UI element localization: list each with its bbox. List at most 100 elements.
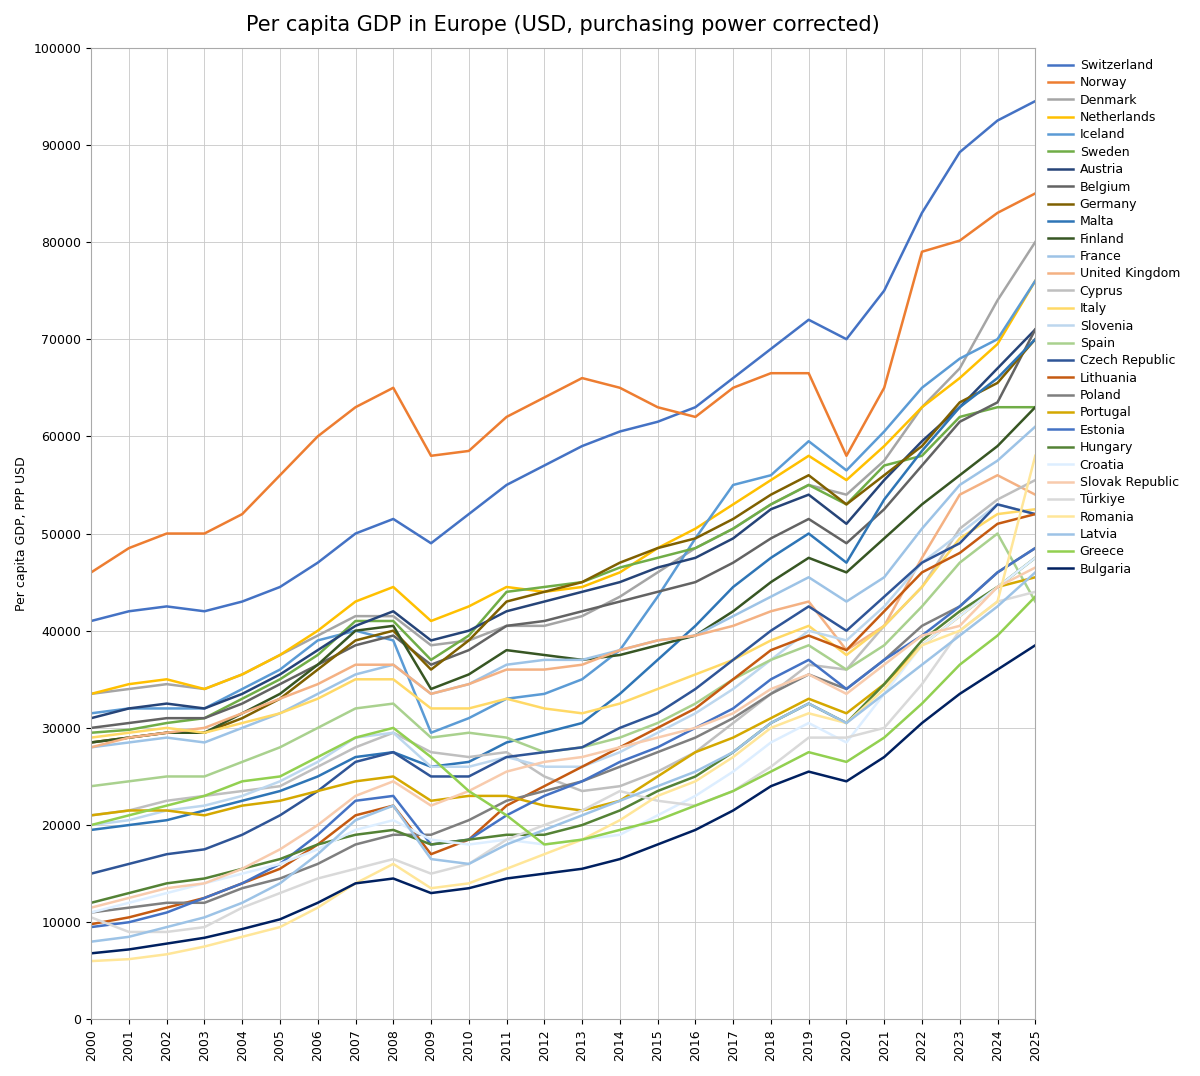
Greece xyxy=(84,819,98,832)
Iceland xyxy=(386,634,401,647)
Spain xyxy=(499,732,514,745)
Italy xyxy=(1028,502,1043,515)
Portugal xyxy=(272,794,287,807)
Line: Hungary: Hungary xyxy=(91,557,1036,903)
Belgium xyxy=(575,605,589,618)
Belgium xyxy=(538,614,552,627)
Finland xyxy=(1028,400,1043,413)
Spain xyxy=(424,732,438,745)
Switzerland xyxy=(84,614,98,627)
Spain xyxy=(914,600,929,613)
Croatia xyxy=(650,809,665,822)
France xyxy=(311,688,325,700)
Sweden xyxy=(462,629,476,642)
Slovak Republic xyxy=(613,741,628,754)
Croatia xyxy=(1028,551,1043,564)
Estonia xyxy=(1028,541,1043,554)
Sweden xyxy=(538,581,552,594)
Cyprus xyxy=(650,765,665,778)
Hungary xyxy=(1028,551,1043,564)
Malta xyxy=(575,717,589,730)
Malta xyxy=(914,444,929,457)
Latvia xyxy=(424,852,438,865)
Malta xyxy=(650,653,665,666)
Poland xyxy=(348,838,362,851)
Türkiye xyxy=(763,761,778,774)
Poland xyxy=(311,858,325,870)
Bulgaria xyxy=(160,937,174,950)
Finland xyxy=(235,707,250,720)
Cyprus xyxy=(311,761,325,774)
Malta xyxy=(84,823,98,836)
Portugal xyxy=(688,746,702,759)
Finland xyxy=(688,629,702,642)
Croatia xyxy=(160,887,174,900)
Hungary xyxy=(84,896,98,909)
Croatia xyxy=(386,813,401,826)
Iceland xyxy=(311,634,325,647)
Cyprus xyxy=(914,581,929,594)
Italy xyxy=(613,697,628,710)
Switzerland xyxy=(953,145,967,158)
Austria xyxy=(160,697,174,710)
Estonia xyxy=(386,790,401,803)
Bulgaria xyxy=(272,912,287,925)
Spain xyxy=(726,672,740,685)
Croatia xyxy=(424,833,438,846)
Sweden xyxy=(1028,400,1043,413)
Türkiye xyxy=(499,833,514,846)
Norway xyxy=(990,207,1004,220)
Slovak Republic xyxy=(348,790,362,803)
Germany xyxy=(160,726,174,739)
Czech Republic xyxy=(424,770,438,783)
United Kingdom xyxy=(160,726,174,739)
Slovenia xyxy=(386,726,401,739)
Sweden xyxy=(197,711,211,724)
Norway xyxy=(877,381,892,394)
Latvia xyxy=(235,896,250,909)
France xyxy=(84,741,98,754)
Bulgaria xyxy=(650,838,665,851)
Sweden xyxy=(802,479,816,492)
Greece xyxy=(726,784,740,797)
Finland xyxy=(877,532,892,544)
Sweden xyxy=(348,614,362,627)
Slovenia xyxy=(1028,508,1043,521)
Estonia xyxy=(462,833,476,846)
Italy xyxy=(386,672,401,685)
Greece xyxy=(877,732,892,745)
Hungary xyxy=(197,872,211,884)
Türkiye xyxy=(726,784,740,797)
Slovak Republic xyxy=(877,659,892,671)
United Kingdom xyxy=(272,692,287,705)
Portugal xyxy=(462,790,476,803)
Denmark xyxy=(802,479,816,492)
Cyprus xyxy=(688,746,702,759)
Belgium xyxy=(424,659,438,671)
Greece xyxy=(160,799,174,812)
Italy xyxy=(914,581,929,594)
Portugal xyxy=(424,794,438,807)
Portugal xyxy=(914,639,929,652)
Romania xyxy=(84,954,98,967)
Iceland xyxy=(1028,274,1043,287)
Malta xyxy=(121,819,136,832)
United Kingdom xyxy=(311,678,325,691)
Legend: Switzerland, Norway, Denmark, Netherlands, Iceland, Sweden, Austria, Belgium, Ge: Switzerland, Norway, Denmark, Netherland… xyxy=(1044,54,1186,581)
Latvia xyxy=(462,858,476,870)
Iceland xyxy=(914,381,929,394)
Germany xyxy=(763,489,778,501)
Hungary xyxy=(538,829,552,841)
France xyxy=(990,454,1004,467)
Italy xyxy=(197,726,211,739)
Spain xyxy=(688,697,702,710)
United Kingdom xyxy=(575,659,589,671)
Belgium xyxy=(386,629,401,642)
Denmark xyxy=(575,610,589,623)
Austria xyxy=(121,702,136,714)
Line: Poland: Poland xyxy=(91,548,1036,912)
Estonia xyxy=(726,702,740,714)
Belgium xyxy=(726,556,740,569)
Türkiye xyxy=(613,784,628,797)
Estonia xyxy=(802,653,816,666)
